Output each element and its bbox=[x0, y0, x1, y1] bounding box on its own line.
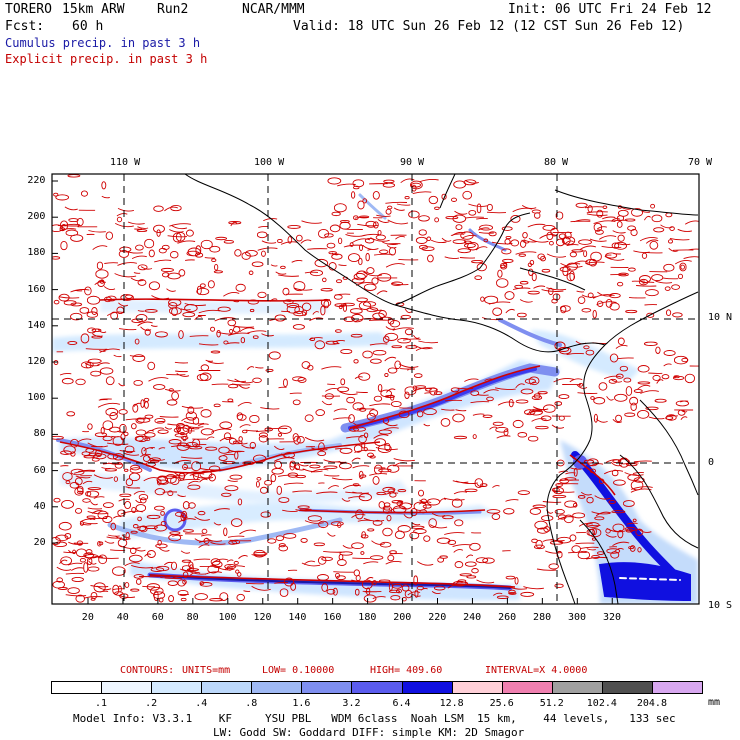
x-tick-label: 60 bbox=[152, 613, 164, 623]
colorbar-label: .4 bbox=[195, 698, 207, 709]
colorbar-swatch bbox=[351, 681, 402, 694]
colorbar-label: 102.4 bbox=[587, 698, 617, 709]
contour-low: LOW= 0.10000 bbox=[262, 666, 334, 676]
y-tick-label: 140 bbox=[27, 321, 45, 331]
colorbar-swatch bbox=[51, 681, 102, 694]
y-tick-label: 180 bbox=[27, 248, 45, 258]
colorbar-swatch bbox=[402, 681, 453, 694]
lon-label-80w: 80 W bbox=[544, 158, 568, 168]
colorbar-swatch bbox=[552, 681, 603, 694]
x-tick-label: 100 bbox=[219, 613, 237, 623]
contour-label: CONTOURS: bbox=[120, 666, 174, 676]
y-tick-label: 80 bbox=[34, 429, 46, 439]
colorbar-label: 204.8 bbox=[637, 698, 667, 709]
model-info-line1: Model Info: V3.3.1 KF YSU PBL WDM 6class… bbox=[73, 713, 676, 724]
y-tick-label: 160 bbox=[27, 285, 45, 295]
contour-high: HIGH= 409.60 bbox=[370, 666, 442, 676]
x-tick-label: 160 bbox=[323, 613, 341, 623]
colorbar-swatch bbox=[652, 681, 703, 694]
lon-label-100w: 100 W bbox=[254, 158, 284, 168]
y-tick-label: 100 bbox=[27, 393, 45, 403]
x-tick-label: 20 bbox=[82, 613, 94, 623]
y-tick-label: 200 bbox=[27, 212, 45, 222]
colorbar-swatch bbox=[452, 681, 503, 694]
colorbar-label: .1 bbox=[95, 698, 107, 709]
x-tick-label: 300 bbox=[568, 613, 586, 623]
x-tick-label: 140 bbox=[288, 613, 306, 623]
colorbar-label: .2 bbox=[145, 698, 157, 709]
colorbar-swatch bbox=[251, 681, 302, 694]
map-field bbox=[50, 174, 701, 604]
colorbar-swatch bbox=[101, 681, 152, 694]
x-tick-label: 240 bbox=[463, 613, 481, 623]
lon-label-110w: 110 W bbox=[110, 158, 140, 168]
y-tick-label: 20 bbox=[34, 538, 46, 548]
x-tick-label: 320 bbox=[603, 613, 621, 623]
colorbar-label: 51.2 bbox=[540, 698, 564, 709]
colorbar-label: 3.2 bbox=[342, 698, 360, 709]
colorbar-swatch bbox=[151, 681, 202, 694]
colorbar-swatch bbox=[201, 681, 252, 694]
model-info-line2: LW: Godd SW: Goddard DIFF: simple KM: 2D… bbox=[213, 727, 524, 738]
colorbar-label: 1.6 bbox=[292, 698, 310, 709]
x-tick-label: 180 bbox=[358, 613, 376, 623]
cumulus-precip-shading bbox=[52, 300, 698, 604]
y-tick-label: 40 bbox=[34, 502, 46, 512]
colorbar-label: 6.4 bbox=[393, 698, 411, 709]
x-tick-label: 120 bbox=[253, 613, 271, 623]
lon-label-90w: 90 W bbox=[400, 158, 424, 168]
lat-label-0: 0 bbox=[708, 458, 714, 468]
x-tick-label: 220 bbox=[428, 613, 446, 623]
y-tick-label: 220 bbox=[27, 176, 45, 186]
x-tick-label: 80 bbox=[187, 613, 199, 623]
lon-label-70w: 70 W bbox=[688, 158, 712, 168]
colorbar-label: 12.8 bbox=[440, 698, 464, 709]
colorbar-label: 25.6 bbox=[490, 698, 514, 709]
lat-label-10s: 10 S bbox=[708, 601, 732, 611]
x-tick-label: 40 bbox=[117, 613, 129, 623]
x-tick-label: 200 bbox=[393, 613, 411, 623]
precipitation-map bbox=[0, 0, 740, 740]
contour-interval: INTERVAL=X 4.0000 bbox=[485, 666, 587, 676]
contour-units: UNITS=mm bbox=[182, 666, 230, 676]
colorbar-swatch bbox=[502, 681, 553, 694]
y-tick-label: 60 bbox=[34, 466, 46, 476]
colorbar-swatch bbox=[301, 681, 352, 694]
x-tick-label: 280 bbox=[533, 613, 551, 623]
colorbar-swatch bbox=[602, 681, 653, 694]
colorbar-unit: mm bbox=[708, 698, 720, 708]
colorbar-label: .8 bbox=[245, 698, 257, 709]
y-tick-label: 120 bbox=[27, 357, 45, 367]
lat-label-10n: 10 N bbox=[708, 313, 732, 323]
x-tick-label: 260 bbox=[498, 613, 516, 623]
